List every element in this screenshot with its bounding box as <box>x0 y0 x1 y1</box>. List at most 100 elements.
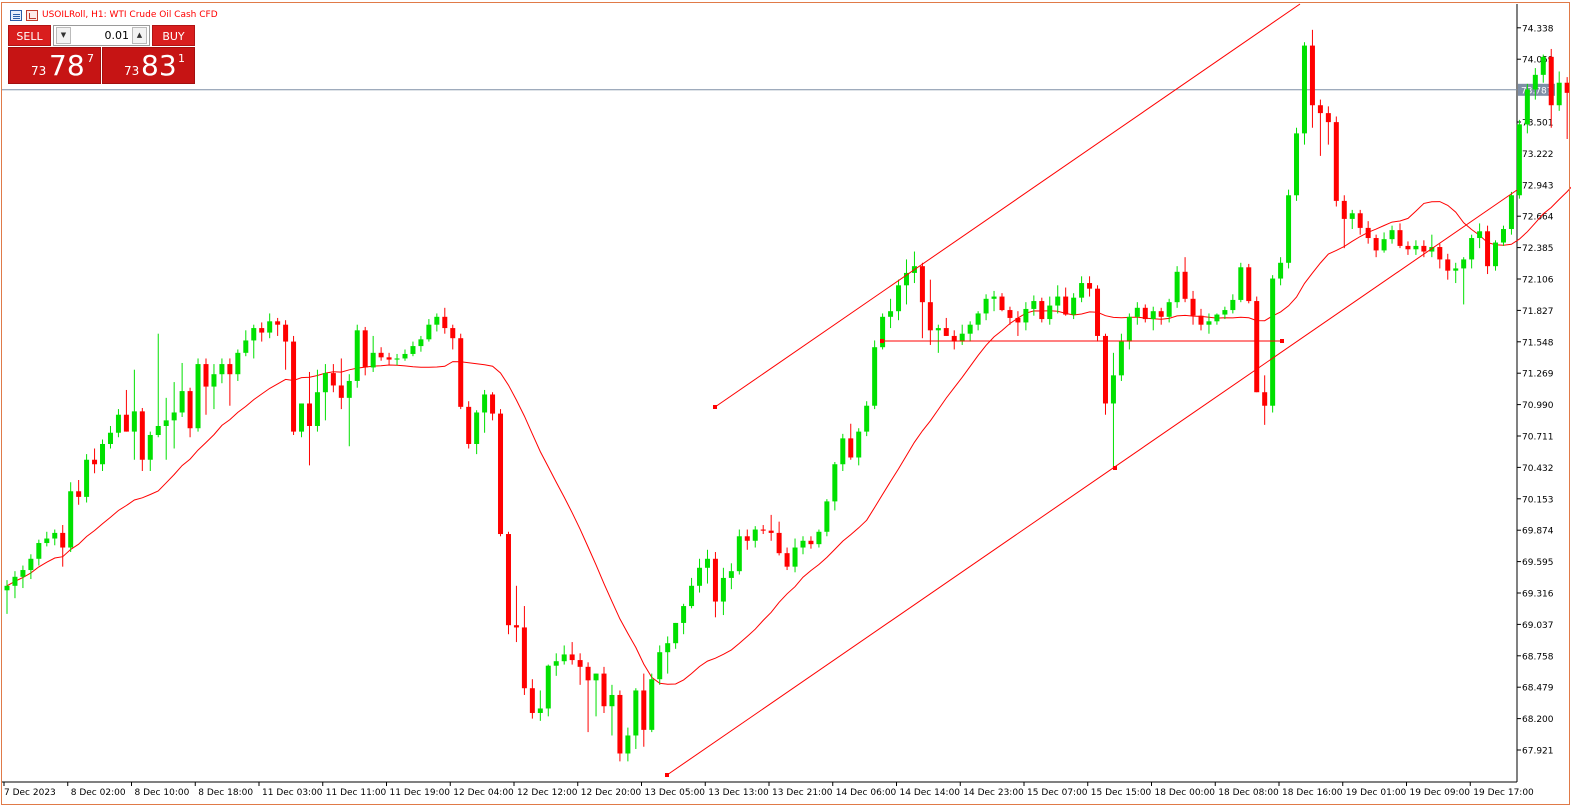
candle-bear <box>744 536 750 541</box>
candle-bear <box>283 324 289 342</box>
candle-bull <box>1222 310 1228 315</box>
candle-bull <box>553 661 559 666</box>
price-tick-label: 69.316 <box>1522 590 1554 600</box>
lot-value[interactable]: 0.01 <box>104 29 130 42</box>
price-tick-label: 68.479 <box>1522 684 1554 694</box>
candle-bull <box>354 330 360 381</box>
price-tick-label: 70.432 <box>1522 464 1554 474</box>
candle-bear <box>784 553 790 567</box>
price-tick-label: 67.921 <box>1522 747 1554 757</box>
candle-bull <box>36 543 42 559</box>
candle-bull <box>115 414 121 433</box>
time-tick-label: 19 Dec 17:00 <box>1473 788 1534 798</box>
price-tick-label: 70.153 <box>1522 495 1554 505</box>
candle-bear <box>776 532 782 554</box>
candle-bull <box>1301 45 1307 134</box>
candle-bull <box>967 324 973 334</box>
candle-bull <box>20 570 26 577</box>
candle-bull <box>251 328 257 341</box>
time-tick-label: 12 Dec 20:00 <box>581 788 642 798</box>
chart-window-icon[interactable] <box>26 9 38 21</box>
candle-bull <box>704 558 710 568</box>
candle-bull <box>195 364 201 429</box>
candle-bull <box>545 665 551 709</box>
candle-bull <box>697 567 703 586</box>
candle-bear <box>1262 392 1268 406</box>
candle-bear <box>848 438 854 458</box>
time-tick-label: 11 Dec 03:00 <box>262 788 323 798</box>
symbol-list-icon[interactable] <box>10 9 22 21</box>
candle-bull <box>147 434 153 460</box>
candle-bear <box>1190 298 1196 316</box>
candle-bear <box>712 558 718 602</box>
candle-bear <box>529 688 535 713</box>
price-tick-label: 70.711 <box>1522 433 1554 443</box>
candle-bear <box>1246 267 1252 302</box>
candle-bull <box>299 403 305 432</box>
lot-decrease-icon[interactable]: ▼ <box>56 27 71 44</box>
candle-bear <box>378 352 384 358</box>
candle-bull <box>1047 305 1053 320</box>
candle-bull <box>28 558 34 571</box>
buy-price-pips: 83 <box>141 49 177 82</box>
candle-bear <box>362 330 368 368</box>
candle-bull <box>872 347 878 406</box>
candle-bull <box>370 352 376 368</box>
price-tick-label: 72.106 <box>1522 276 1554 286</box>
candle-bull <box>593 673 599 681</box>
price-tick-label: 68.200 <box>1522 715 1554 725</box>
candle-bear <box>505 534 511 626</box>
candle-bull <box>235 352 241 375</box>
candle-bull <box>1238 267 1244 300</box>
candle-bear <box>601 673 607 707</box>
candle-bear <box>808 540 814 545</box>
candle-bear <box>1485 231 1491 267</box>
candle-bull <box>657 652 663 680</box>
buy-button[interactable]: BUY <box>152 25 195 46</box>
candle-bull <box>665 643 671 653</box>
price-tick-label: 69.595 <box>1522 558 1554 568</box>
candle-bear <box>1102 335 1108 404</box>
candle-bull <box>800 540 806 548</box>
sell-price-fraction: 7 <box>87 52 94 65</box>
candle-bull <box>1023 308 1029 323</box>
candle-bear <box>466 406 472 444</box>
buy-price[interactable]: 73 83 1 <box>102 47 195 84</box>
candle-bull <box>1055 296 1061 306</box>
candle-bull <box>243 340 249 353</box>
candle-bear <box>498 413 504 535</box>
sell-button[interactable]: SELL <box>8 25 51 46</box>
candle-bull <box>896 285 902 312</box>
price-tick-label: 72.664 <box>1522 213 1554 223</box>
candle-bear <box>1309 45 1315 106</box>
candle-bull <box>68 491 74 548</box>
candle-bear <box>1445 259 1451 271</box>
candle-bear <box>275 321 281 325</box>
candle-bull <box>1206 321 1212 325</box>
time-tick-label: 13 Dec 21:00 <box>772 788 833 798</box>
candle-bull <box>1150 311 1156 320</box>
candle-bull <box>44 538 50 544</box>
candle-bear <box>92 459 98 465</box>
price-tick-label: 71.827 <box>1522 307 1554 317</box>
sell-price[interactable]: 73 78 7 <box>8 47 101 84</box>
candle-bull <box>888 311 894 317</box>
lot-size-input[interactable]: ▼ 0.01 ▲ <box>53 25 150 46</box>
time-tick-label: 18 Dec 00:00 <box>1155 788 1216 798</box>
candle-bull <box>418 339 424 347</box>
candle-bear <box>139 411 145 460</box>
candle-bear <box>1254 301 1260 393</box>
lot-increase-icon[interactable]: ▲ <box>132 27 147 44</box>
trendline-anchor <box>880 339 884 343</box>
candle-bull <box>4 585 10 591</box>
candle-bull <box>561 654 567 662</box>
candle-bear <box>943 328 949 336</box>
price-tick-label: 72.385 <box>1522 244 1554 254</box>
time-tick-label: 18 Dec 16:00 <box>1282 788 1343 798</box>
candle-bear <box>187 391 193 429</box>
candle-bull <box>1381 239 1387 251</box>
candle-bear <box>1421 245 1427 252</box>
candle-bull <box>1174 271 1180 303</box>
